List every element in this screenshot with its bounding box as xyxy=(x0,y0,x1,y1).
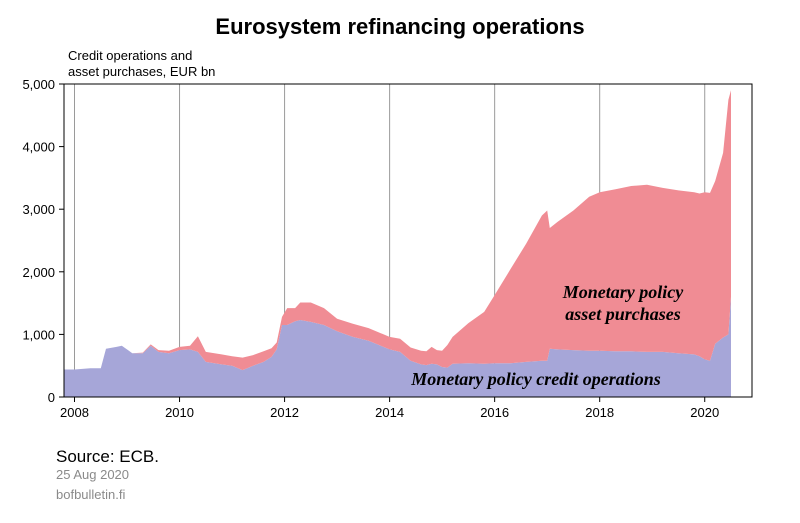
y-axis-units-line1: Credit operations and xyxy=(68,48,193,63)
y-axis: 0 1,000 2,000 3,000 4,000 5,000 xyxy=(22,77,64,405)
x-tick-label-2016: 2016 xyxy=(480,405,509,420)
area-series-asset-purchases xyxy=(64,90,731,371)
annotation-credit-operations: Monetary policy credit operations xyxy=(410,369,660,389)
publication-date: 25 Aug 2020 xyxy=(56,467,130,482)
y-tick-label-3000: 3,000 xyxy=(22,202,55,217)
y-tick-label-4000: 4,000 xyxy=(22,140,55,155)
y-axis-units: Credit operations and asset purchases, E… xyxy=(68,48,215,80)
x-axis: 2008 2010 2012 2014 2016 2018 2020 xyxy=(60,397,719,420)
annotation-asset-purchases-line2: asset purchases xyxy=(565,304,681,324)
x-tick-label-2020: 2020 xyxy=(690,405,719,420)
area-series xyxy=(64,90,731,397)
plot-frame xyxy=(63,83,753,398)
area-series-credit-operations xyxy=(64,296,731,397)
y-tick-label-1000: 1,000 xyxy=(22,327,55,342)
chart-title: Eurosystem refinancing operations xyxy=(215,14,585,39)
annotation-asset-purchases-line1: Monetary policy xyxy=(562,282,684,302)
x-tick-label-2012: 2012 xyxy=(270,405,299,420)
source-note: Source: ECB. xyxy=(56,447,159,466)
x-tick-label-2014: 2014 xyxy=(375,405,404,420)
x-tick-label-2018: 2018 xyxy=(585,405,614,420)
x-tick-label-2010: 2010 xyxy=(165,405,194,420)
site-name: bofbulletin.fi xyxy=(56,487,126,502)
y-tick-label-5000: 5,000 xyxy=(22,77,55,92)
y-tick-label-2000: 2,000 xyxy=(22,265,55,280)
y-tick-label-0: 0 xyxy=(48,390,55,405)
y-axis-units-line2: asset purchases, EUR bn xyxy=(68,64,216,79)
x-tick-label-2008: 2008 xyxy=(60,405,89,420)
